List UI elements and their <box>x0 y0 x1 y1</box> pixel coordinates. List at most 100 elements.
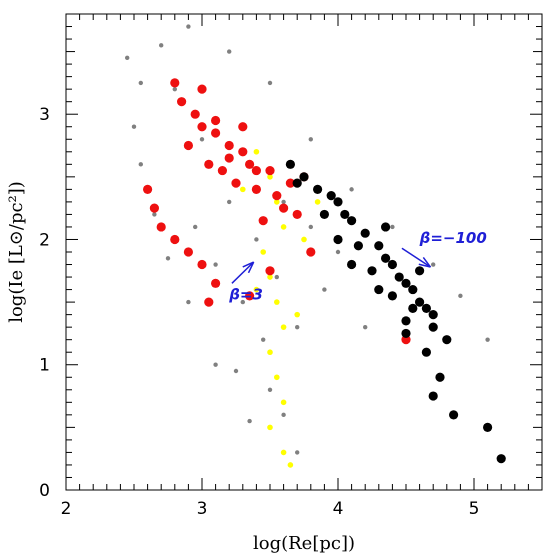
data-point <box>204 159 214 169</box>
data-point <box>322 287 327 292</box>
data-point <box>274 199 280 205</box>
annotation-label: β=−100 <box>419 229 487 247</box>
data-point <box>280 324 287 330</box>
data-point <box>186 299 191 305</box>
data-point <box>401 278 411 288</box>
data-point <box>279 203 289 213</box>
data-point <box>306 247 316 257</box>
data-point <box>280 224 287 230</box>
data-point <box>381 222 391 232</box>
arrow-shaft <box>231 261 255 284</box>
series-3 <box>285 159 506 464</box>
data-point <box>292 209 302 220</box>
data-point <box>240 186 246 193</box>
data-point <box>204 297 214 307</box>
data-point <box>347 216 357 226</box>
data-point <box>421 347 431 357</box>
data-point <box>308 224 313 230</box>
annotation-label: β=3 <box>228 286 263 304</box>
annotations: β=3 β=−100 <box>228 229 487 303</box>
data-point <box>245 291 255 301</box>
data-point <box>374 284 384 295</box>
y-axis-title: log(Ie [L⊙/pc²]) <box>6 181 27 323</box>
data-point <box>143 184 153 194</box>
data-point <box>281 412 286 418</box>
data-point <box>265 266 275 276</box>
data-point <box>233 368 239 374</box>
data-point <box>197 122 207 132</box>
data-point <box>125 55 130 61</box>
data-point <box>313 184 323 194</box>
data-point <box>211 128 221 138</box>
data-point <box>431 262 436 267</box>
data-points <box>125 24 506 468</box>
data-point <box>280 449 287 456</box>
data-point <box>251 165 261 176</box>
data-point <box>496 454 506 464</box>
data-point <box>285 159 295 169</box>
y-tick-label: 2 <box>39 230 50 250</box>
data-point <box>295 450 300 455</box>
x-tick-label: 2 <box>61 499 72 519</box>
data-point <box>260 249 267 255</box>
data-point <box>131 124 137 129</box>
data-point <box>265 165 275 176</box>
data-point <box>253 148 260 155</box>
data-point <box>247 418 252 424</box>
arrow-0 <box>231 261 255 284</box>
data-point <box>435 372 445 382</box>
data-point <box>253 286 260 293</box>
data-point <box>227 49 232 54</box>
data-point <box>408 303 418 313</box>
data-point <box>254 237 259 242</box>
data-point <box>231 178 241 188</box>
data-point <box>363 324 368 330</box>
data-point <box>211 115 221 126</box>
data-point <box>172 86 177 92</box>
data-point <box>197 259 207 270</box>
data-point <box>227 199 232 205</box>
data-point <box>190 109 200 119</box>
data-point <box>387 291 397 301</box>
data-point <box>267 174 273 180</box>
data-point <box>240 299 245 305</box>
data-point <box>449 410 459 420</box>
data-point <box>274 299 280 305</box>
data-point <box>387 259 397 270</box>
data-point <box>374 241 384 251</box>
data-point <box>333 234 343 245</box>
data-point <box>349 187 354 192</box>
data-point <box>295 324 300 330</box>
data-point <box>335 249 341 255</box>
x-tick-label: 5 <box>469 499 480 519</box>
data-point <box>340 209 350 220</box>
data-point <box>138 162 143 167</box>
arrow-shaft <box>401 247 431 268</box>
data-point <box>199 137 205 142</box>
data-point <box>224 153 234 163</box>
y-tick-label: 3 <box>39 105 50 125</box>
data-point <box>360 228 370 238</box>
data-point <box>183 140 193 151</box>
data-point <box>415 266 425 276</box>
data-point <box>138 80 143 86</box>
x-tick-label: 4 <box>333 499 344 519</box>
data-point <box>186 24 191 29</box>
data-point <box>319 209 329 220</box>
data-point <box>428 391 438 401</box>
series-2 <box>143 78 411 345</box>
data-point <box>401 328 411 339</box>
data-point <box>301 236 307 243</box>
data-point <box>353 241 363 251</box>
x-axis-title: log(Re[pc]) <box>253 533 355 554</box>
data-point <box>408 284 418 295</box>
data-point <box>347 259 357 270</box>
data-point <box>238 122 248 132</box>
data-point <box>211 278 221 288</box>
data-point <box>267 80 273 86</box>
data-point <box>394 272 404 282</box>
data-point <box>285 178 295 188</box>
tick-labels: 2 3 4 5 0 1 2 3 <box>39 105 479 519</box>
data-point <box>428 310 438 320</box>
data-point <box>156 222 166 232</box>
